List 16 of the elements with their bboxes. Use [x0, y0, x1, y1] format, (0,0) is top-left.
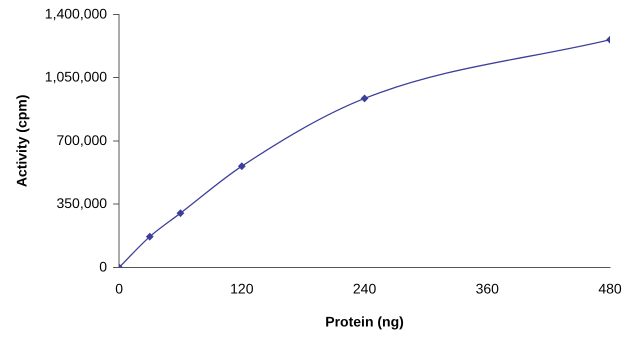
x-axis-title: Protein (ng): [325, 313, 404, 330]
y-tick-label: 1,400,000: [44, 5, 108, 22]
y-tick-label: 700,000: [56, 132, 108, 148]
y-axis-title: Activity (cpm): [13, 94, 30, 188]
y-tick-label: 350,000: [56, 195, 108, 212]
x-tick-label: 240: [352, 280, 376, 297]
y-tick-label: 1,050,000: [44, 68, 108, 85]
x-tick-label: 360: [476, 280, 500, 297]
x-tick-label: 120: [230, 280, 254, 297]
point: [146, 233, 154, 240]
point: [176, 210, 184, 217]
x-tick-label: 0: [115, 280, 124, 297]
point: [360, 94, 368, 102]
y-tick-label: 0: [99, 258, 108, 274]
x-tick-label: 480: [598, 280, 622, 297]
point: [238, 162, 246, 170]
